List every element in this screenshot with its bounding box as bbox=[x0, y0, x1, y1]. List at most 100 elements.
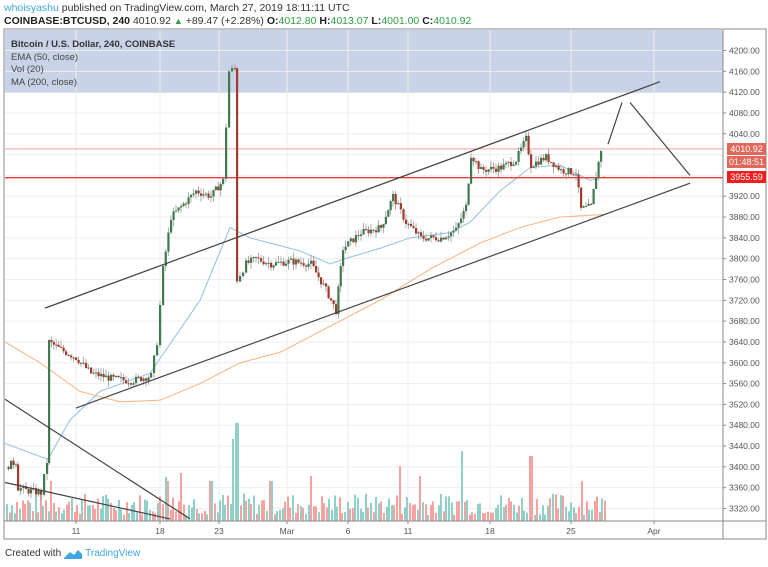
volume-bar bbox=[183, 504, 185, 521]
candle-down bbox=[35, 488, 38, 495]
price-tick-label: 3400.00 bbox=[729, 462, 760, 472]
volume-bar bbox=[279, 509, 281, 521]
candle-down bbox=[17, 464, 20, 491]
candle-down bbox=[477, 161, 480, 169]
volume-bar bbox=[235, 423, 237, 521]
candle-up bbox=[467, 183, 470, 205]
candle-up bbox=[147, 377, 150, 381]
candle-up bbox=[470, 157, 473, 184]
volume-bar bbox=[490, 512, 492, 521]
candle-down bbox=[62, 347, 65, 352]
volume-bar bbox=[518, 505, 520, 521]
author-link[interactable]: whoisyashu bbox=[4, 2, 59, 14]
candle-down bbox=[312, 260, 315, 266]
candle-down bbox=[432, 235, 435, 238]
hline-price-label: 3955.59 bbox=[727, 171, 766, 183]
last-price-label: 4010.92 bbox=[727, 143, 766, 155]
ema50-line[interactable] bbox=[4, 164, 606, 460]
volume-bar bbox=[352, 507, 354, 521]
volume-bar bbox=[435, 513, 437, 521]
volume-bar bbox=[110, 502, 112, 521]
candle-down bbox=[85, 362, 88, 368]
candle-up bbox=[555, 165, 558, 168]
candle-up bbox=[295, 259, 298, 265]
volume-bar bbox=[419, 476, 421, 521]
candle-down bbox=[557, 165, 560, 170]
candle-up bbox=[202, 194, 205, 196]
candle-down bbox=[255, 256, 258, 258]
volume-bar bbox=[318, 512, 320, 521]
volume-bar bbox=[105, 494, 107, 521]
volume-bar bbox=[474, 513, 476, 521]
volume-bar bbox=[430, 504, 432, 521]
volume-bar bbox=[289, 507, 291, 521]
close-value: 4010.92 bbox=[433, 15, 472, 27]
trendline-channel-upper[interactable] bbox=[44, 81, 661, 309]
candle-down bbox=[357, 235, 360, 237]
volume-bar bbox=[266, 510, 268, 521]
volume-bar bbox=[495, 508, 497, 521]
price-tick-label: 3880.00 bbox=[729, 212, 760, 222]
volume-bar bbox=[555, 494, 557, 521]
candle-up bbox=[460, 218, 463, 224]
volume-bar bbox=[482, 513, 484, 521]
volume-bar bbox=[63, 509, 65, 521]
candle-down bbox=[530, 154, 533, 168]
candle-up bbox=[462, 211, 465, 219]
legend-volume[interactable]: Vol (20) bbox=[11, 64, 44, 75]
candle-up bbox=[349, 238, 352, 242]
candle-down bbox=[527, 135, 530, 155]
price-tick-label: 3920.00 bbox=[729, 191, 760, 201]
volume-bar bbox=[393, 505, 395, 521]
volume-bar bbox=[573, 507, 575, 521]
volume-bar bbox=[40, 493, 42, 521]
candle-down bbox=[375, 230, 378, 233]
candle-up bbox=[480, 167, 483, 169]
tradingview-brand-link[interactable]: TradingView bbox=[85, 548, 141, 559]
volume-bar bbox=[55, 511, 57, 521]
trendline-descending-1[interactable] bbox=[4, 398, 191, 520]
trendline-channel-lower[interactable] bbox=[75, 182, 691, 409]
volume-bar bbox=[139, 495, 141, 521]
legend-ema50[interactable]: EMA (50, close) bbox=[11, 51, 79, 63]
candle-down bbox=[332, 300, 335, 305]
candle-down bbox=[112, 374, 115, 377]
trendline-projection-up[interactable] bbox=[607, 102, 623, 145]
legend-ma200[interactable]: MA (200, close) bbox=[11, 76, 77, 88]
candle-up bbox=[440, 237, 443, 242]
volume-bar bbox=[510, 501, 512, 521]
candle-up bbox=[387, 210, 390, 217]
close-label: C: bbox=[422, 15, 434, 27]
candle-up bbox=[377, 225, 380, 233]
volume-bar bbox=[313, 506, 315, 521]
ma200-line[interactable] bbox=[4, 213, 606, 403]
volume-bar bbox=[438, 505, 440, 521]
candle-up bbox=[362, 228, 365, 235]
volume-bar bbox=[87, 505, 89, 521]
candle-up bbox=[587, 203, 590, 206]
high-value: 4013.07 bbox=[330, 15, 369, 27]
candle-up bbox=[517, 151, 520, 162]
candle-down bbox=[562, 169, 565, 174]
volume-bar bbox=[544, 514, 546, 521]
volume-bar bbox=[118, 499, 120, 521]
price-tick-label: 3520.00 bbox=[729, 399, 760, 409]
candle-up bbox=[522, 141, 525, 148]
resistance-zone[interactable] bbox=[5, 30, 723, 93]
volume-bar bbox=[565, 506, 567, 521]
time-tick-label: 6 bbox=[346, 526, 351, 536]
time-tick-label: 11 bbox=[72, 526, 81, 536]
candle-up bbox=[164, 251, 167, 267]
time-tick-label: 25 bbox=[566, 526, 576, 536]
volume-bar bbox=[401, 513, 403, 521]
candle-up bbox=[37, 490, 40, 495]
volume-bar bbox=[425, 504, 427, 521]
volume-bar bbox=[209, 481, 211, 521]
trendline-descending-2[interactable] bbox=[4, 481, 171, 520]
candle-down bbox=[90, 367, 93, 374]
candle-up bbox=[455, 227, 458, 231]
volume-bar bbox=[204, 510, 206, 521]
volume-bar bbox=[261, 500, 263, 521]
trendline-projection-down[interactable] bbox=[629, 102, 691, 176]
